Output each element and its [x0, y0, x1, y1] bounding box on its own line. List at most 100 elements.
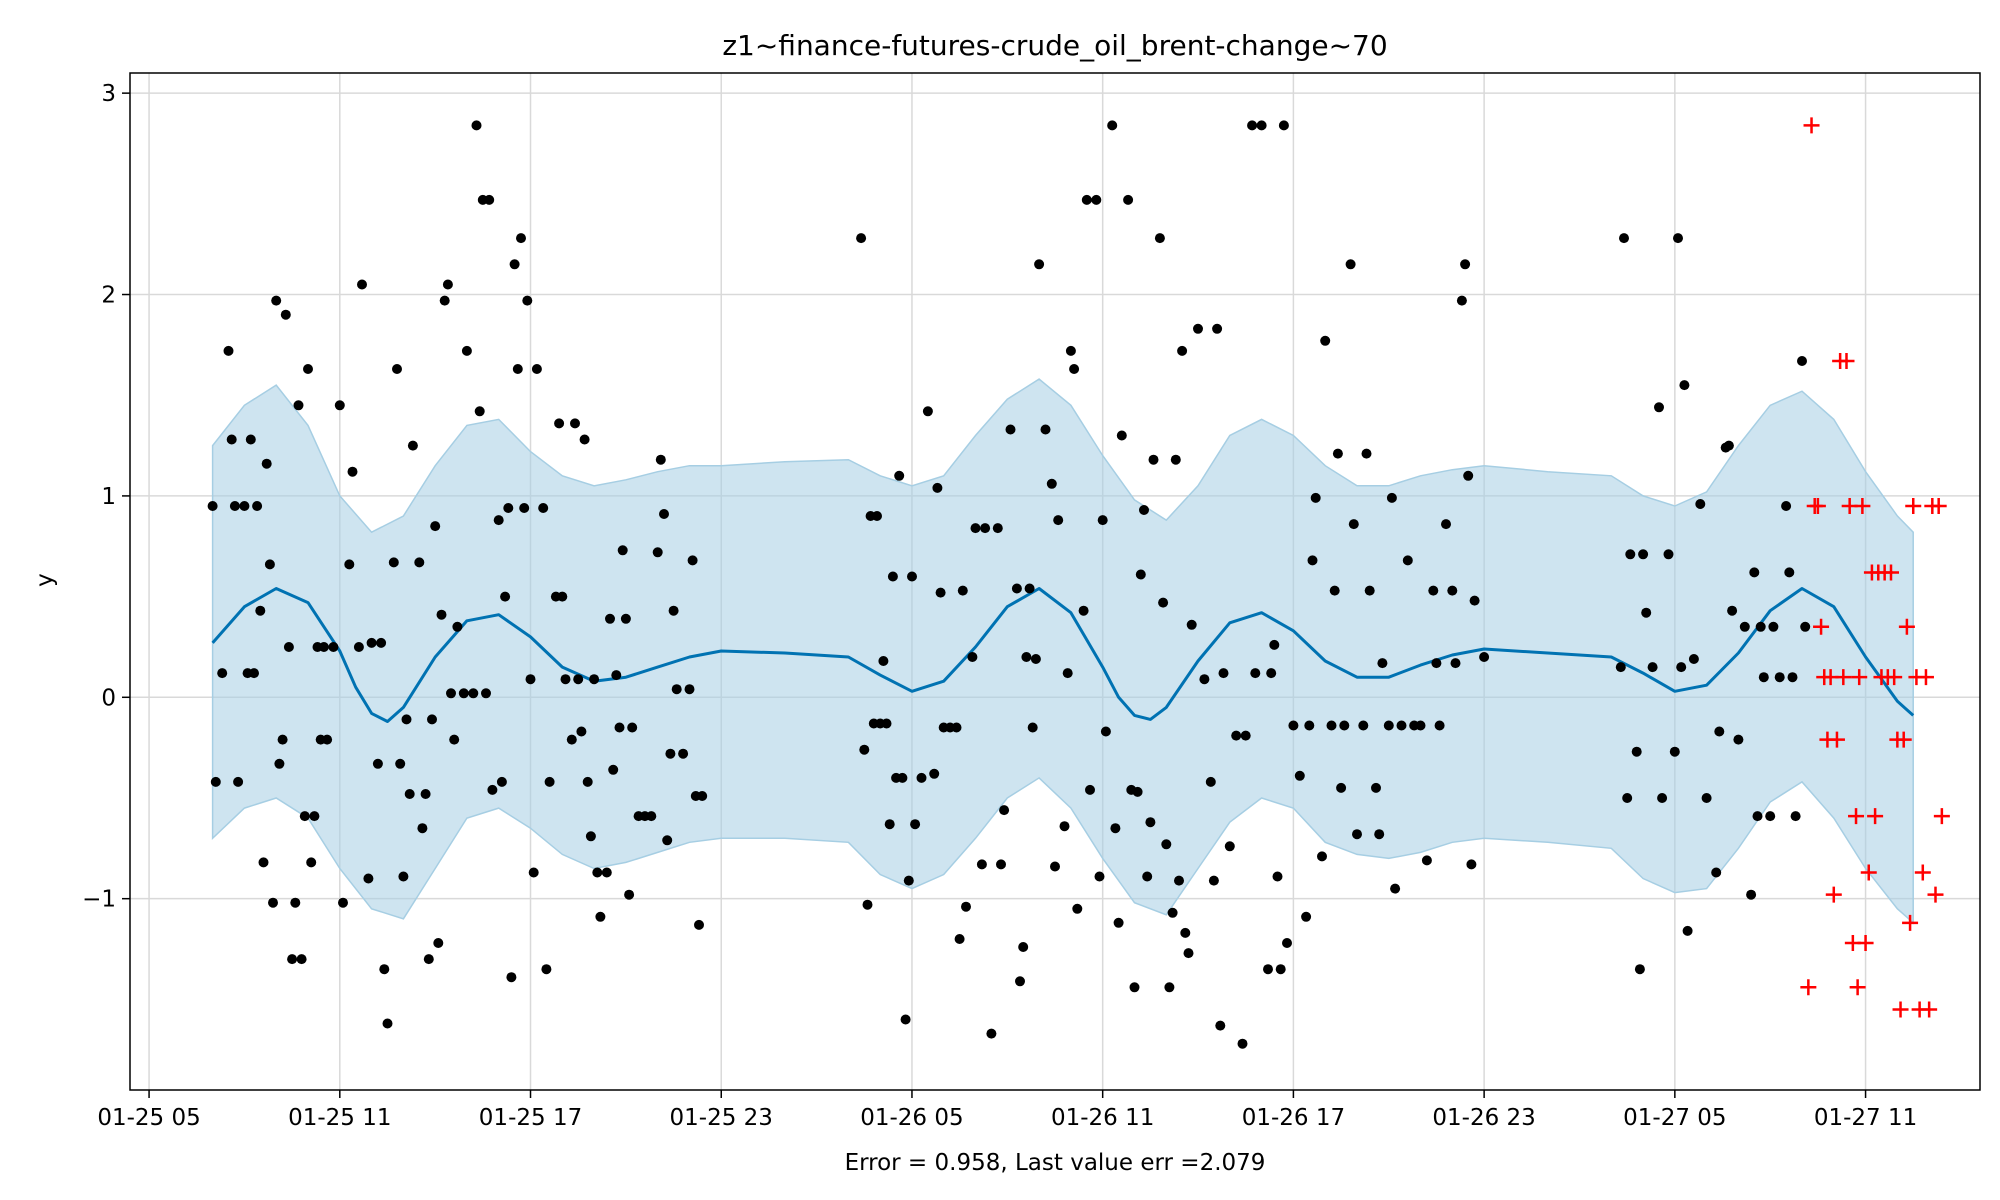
- observed-point: [290, 897, 301, 908]
- observed-point: [900, 1014, 911, 1025]
- observed-point: [363, 873, 374, 884]
- forecast-line: [211, 587, 1915, 723]
- observed-point: [1091, 194, 1102, 205]
- holdout-point: [1917, 669, 1934, 686]
- observed-point: [646, 811, 657, 822]
- observed-point: [1027, 722, 1038, 733]
- observed-point: [881, 718, 892, 729]
- observed-point: [493, 515, 504, 526]
- x-tick-label: 01-27 05: [1623, 1105, 1726, 1131]
- observed-point: [427, 714, 437, 725]
- observed-point: [255, 605, 266, 616]
- observed-point: [500, 591, 511, 602]
- observed-point: [207, 501, 218, 511]
- observed-point: [856, 233, 867, 244]
- observed-point: [1396, 720, 1407, 731]
- x-tick-label: 01-25 17: [479, 1105, 582, 1131]
- observed-point: [1024, 583, 1035, 594]
- y-tick-label: 2: [101, 283, 116, 309]
- observed-point: [239, 501, 250, 511]
- observed-point: [1479, 652, 1490, 662]
- observed-point: [452, 621, 463, 632]
- observed-point: [274, 758, 285, 769]
- observed-point: [229, 501, 240, 511]
- observed-point: [420, 789, 431, 799]
- observed-point: [252, 501, 263, 511]
- observed-point: [608, 764, 619, 775]
- observed-point: [296, 954, 307, 965]
- x-tick-layer: 01-25 05 01-25 11 01-25 17 01-25 23 01-26 05…: [97, 1090, 1917, 1131]
- observed-point: [1180, 927, 1191, 938]
- band-layer: [211, 378, 1914, 925]
- observed-point: [538, 503, 549, 513]
- observed-point: [1768, 621, 1779, 632]
- observed-point: [1072, 903, 1083, 914]
- holdout-point: [1886, 669, 1903, 686]
- observed-point: [1625, 549, 1636, 560]
- observed-point: [1015, 976, 1025, 987]
- observed-point: [862, 899, 873, 910]
- observed-point: [1463, 470, 1474, 481]
- observed-point: [1450, 658, 1461, 669]
- observed-point: [404, 789, 415, 799]
- observed-point: [299, 811, 310, 822]
- observed-point: [903, 875, 914, 886]
- observed-point: [528, 867, 539, 878]
- observed-point: [392, 364, 402, 374]
- observed-point: [1278, 120, 1289, 131]
- holdout-point: [1809, 497, 1826, 514]
- observed-point: [996, 859, 1006, 870]
- observed-point: [522, 295, 533, 306]
- observed-point: [916, 772, 927, 783]
- observed-point: [1158, 597, 1169, 608]
- observed-point: [388, 557, 399, 568]
- observed-point: [210, 776, 221, 787]
- observed-point: [1288, 720, 1299, 731]
- observed-point: [1307, 555, 1318, 566]
- observed-point: [1460, 259, 1471, 270]
- holdout-point: [1825, 886, 1842, 903]
- holdout-point: [1813, 618, 1830, 635]
- observed-point: [1215, 1020, 1226, 1031]
- observed-point: [1727, 605, 1738, 616]
- observed-point: [1469, 595, 1480, 606]
- observed-point: [1695, 499, 1706, 509]
- observed-point: [1336, 782, 1347, 793]
- observed-point: [961, 901, 971, 912]
- observed-point: [1046, 478, 1057, 489]
- observed-point: [684, 684, 695, 695]
- observed-point: [1317, 851, 1327, 862]
- observed-point: [1142, 871, 1153, 882]
- observed-point: [264, 559, 275, 570]
- x-tick-label: 01-25 23: [670, 1105, 773, 1131]
- observed-point: [687, 555, 698, 566]
- observed-point: [1615, 662, 1626, 673]
- observed-point: [582, 776, 593, 787]
- observed-point: [1758, 672, 1769, 683]
- observed-point: [417, 823, 428, 834]
- observed-point: [1371, 782, 1381, 793]
- observed-point: [439, 295, 450, 306]
- observed-point: [1622, 793, 1633, 803]
- observed-point: [1247, 120, 1258, 131]
- observed-point: [1431, 658, 1442, 669]
- observed-point: [1797, 356, 1807, 366]
- observed-point: [414, 557, 425, 568]
- observed-point: [557, 591, 568, 602]
- observed-point: [1647, 662, 1658, 673]
- observed-point: [1619, 233, 1629, 244]
- observed-point: [1641, 607, 1652, 618]
- observed-point: [1030, 654, 1041, 664]
- observed-point: [306, 857, 317, 868]
- observed-point: [1294, 770, 1305, 781]
- holdout-point: [1854, 497, 1871, 514]
- observed-point: [897, 772, 908, 783]
- observed-point: [496, 776, 507, 787]
- observed-point: [617, 545, 628, 556]
- observed-point: [627, 722, 638, 733]
- observed-point: [1714, 726, 1725, 737]
- observed-point: [922, 406, 933, 417]
- x-tick-label: 01-25 11: [288, 1105, 391, 1131]
